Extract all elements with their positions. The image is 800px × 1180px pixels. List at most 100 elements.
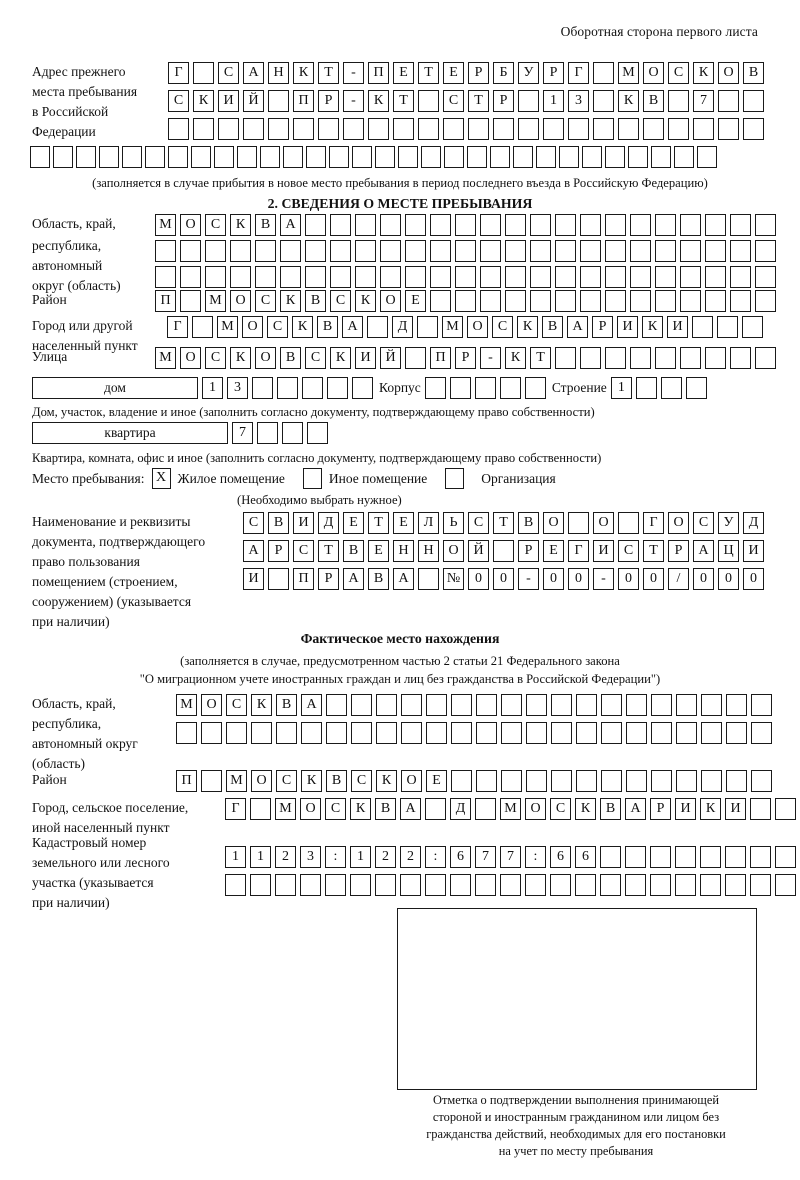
char-cell[interactable] [476, 694, 497, 716]
char-cell[interactable] [421, 146, 441, 168]
char-cell[interactable] [630, 240, 651, 262]
char-cell[interactable]: С [468, 512, 489, 534]
char-cell[interactable] [576, 722, 597, 744]
prev-address-row-3[interactable] [168, 118, 764, 140]
char-cell[interactable] [605, 266, 626, 288]
char-cell[interactable]: О [643, 62, 664, 84]
char-cell[interactable]: А [342, 316, 363, 338]
char-cell[interactable]: М [217, 316, 238, 338]
char-cell[interactable]: Н [268, 62, 289, 84]
char-cell[interactable]: - [343, 90, 364, 112]
char-cell[interactable]: О [668, 512, 689, 534]
char-cell[interactable]: С [443, 90, 464, 112]
char-cell[interactable]: О [255, 347, 276, 369]
char-cell[interactable]: О [401, 770, 422, 792]
char-cell[interactable]: М [155, 347, 176, 369]
char-cell[interactable] [601, 770, 622, 792]
char-cell[interactable] [180, 240, 201, 262]
char-cell[interactable]: 0 [493, 568, 514, 590]
char-cell[interactable]: В [305, 290, 326, 312]
cadastral-row-2[interactable] [225, 874, 800, 896]
char-cell[interactable] [555, 240, 576, 262]
char-cell[interactable] [693, 118, 714, 140]
char-cell[interactable] [755, 214, 776, 236]
char-cell[interactable]: К [293, 62, 314, 84]
char-cell[interactable]: К [280, 290, 301, 312]
char-cell[interactable]: 0 [743, 568, 764, 590]
char-cell[interactable] [775, 846, 796, 868]
char-cell[interactable] [651, 694, 672, 716]
char-cell[interactable]: В [268, 512, 289, 534]
char-cell[interactable] [625, 874, 646, 896]
char-cell[interactable]: Л [418, 512, 439, 534]
char-cell[interactable]: В [317, 316, 338, 338]
char-cell[interactable]: О [718, 62, 739, 84]
char-cell[interactable] [555, 214, 576, 236]
char-cell[interactable] [405, 240, 426, 262]
char-cell[interactable]: / [668, 568, 689, 590]
char-cell[interactable]: Р [318, 568, 339, 590]
char-cell[interactable] [355, 240, 376, 262]
char-cell[interactable]: 2 [400, 846, 421, 868]
char-cell[interactable]: С [168, 90, 189, 112]
char-cell[interactable] [401, 694, 422, 716]
char-cell[interactable] [630, 290, 651, 312]
char-cell[interactable]: 7 [232, 422, 253, 444]
char-cell[interactable]: О [230, 290, 251, 312]
char-cell[interactable] [518, 90, 539, 112]
char-cell[interactable] [280, 266, 301, 288]
char-cell[interactable]: О [201, 694, 222, 716]
char-cell[interactable] [280, 240, 301, 262]
char-cell[interactable] [430, 266, 451, 288]
char-cell[interactable]: К [292, 316, 313, 338]
char-cell[interactable]: Г [225, 798, 246, 820]
char-cell[interactable]: О [180, 347, 201, 369]
char-cell[interactable]: В [343, 540, 364, 562]
char-cell[interactable]: С [243, 512, 264, 534]
char-cell[interactable] [700, 874, 721, 896]
char-cell[interactable] [355, 214, 376, 236]
char-cell[interactable] [505, 266, 526, 288]
char-cell[interactable] [730, 240, 751, 262]
char-cell[interactable]: Р [468, 62, 489, 84]
char-cell[interactable] [145, 146, 165, 168]
char-cell[interactable] [726, 722, 747, 744]
char-cell[interactable] [426, 694, 447, 716]
char-cell[interactable] [99, 146, 119, 168]
char-cell[interactable] [730, 266, 751, 288]
char-cell[interactable] [526, 722, 547, 744]
char-cell[interactable]: Й [468, 540, 489, 562]
char-cell[interactable] [525, 874, 546, 896]
char-cell[interactable]: М [500, 798, 521, 820]
char-cell[interactable]: М [155, 214, 176, 236]
char-cell[interactable]: 0 [718, 568, 739, 590]
char-cell[interactable]: С [492, 316, 513, 338]
char-cell[interactable]: П [293, 90, 314, 112]
char-cell[interactable] [305, 266, 326, 288]
char-cell[interactable]: : [525, 846, 546, 868]
char-cell[interactable] [255, 240, 276, 262]
char-cell[interactable] [225, 874, 246, 896]
char-cell[interactable]: К [330, 347, 351, 369]
char-cell[interactable] [651, 770, 672, 792]
char-cell[interactable] [193, 62, 214, 84]
char-cell[interactable] [401, 722, 422, 744]
char-cell[interactable] [705, 214, 726, 236]
char-cell[interactable] [193, 118, 214, 140]
char-cell[interactable] [676, 694, 697, 716]
char-cell[interactable]: В [542, 316, 563, 338]
char-cell[interactable]: С [218, 62, 239, 84]
char-cell[interactable]: С [255, 290, 276, 312]
char-cell[interactable] [490, 146, 510, 168]
char-cell[interactable]: О [242, 316, 263, 338]
char-cell[interactable]: С [205, 214, 226, 236]
char-cell[interactable] [252, 377, 273, 399]
char-cell[interactable] [480, 290, 501, 312]
char-cell[interactable]: Е [393, 512, 414, 534]
char-cell[interactable]: У [718, 512, 739, 534]
char-cell[interactable] [555, 347, 576, 369]
char-cell[interactable]: 0 [568, 568, 589, 590]
